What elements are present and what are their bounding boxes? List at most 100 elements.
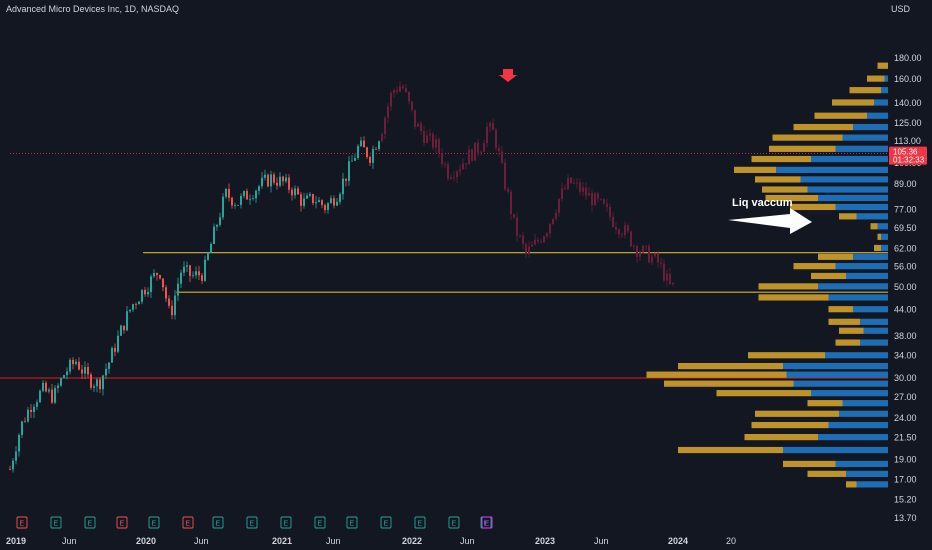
volume-bar-up-21 (818, 283, 888, 290)
price-tag-countdown: 01:32:33 (893, 156, 925, 165)
candle-body (78, 361, 80, 370)
candle-body (207, 252, 209, 260)
candle-body (42, 382, 44, 391)
candle-body (96, 379, 98, 387)
y-tick-label: 140.00 (894, 98, 922, 108)
volume-bar-up-3 (874, 99, 888, 106)
volume-profile (646, 62, 888, 488)
candle-body (138, 301, 140, 305)
candle-body (573, 182, 575, 184)
candle-body (333, 198, 335, 206)
candle-body (195, 271, 197, 276)
volume-bar-up-20 (846, 272, 888, 280)
candle-body (174, 295, 176, 316)
candle-body (51, 389, 53, 403)
candle-body (555, 212, 557, 219)
earnings-event-label: E (54, 521, 59, 528)
volume-bar-up-15 (877, 223, 888, 230)
earnings-event-label: E (120, 521, 125, 528)
volume-bar-up-11 (807, 186, 888, 193)
volume-bar-up-17 (881, 244, 888, 252)
candle-body (369, 157, 371, 163)
candle-body (666, 273, 668, 281)
candle-body (141, 289, 143, 302)
volume-bar-down-33 (755, 410, 839, 417)
candle-body (81, 369, 83, 374)
x-tick-label: Jun (594, 536, 609, 546)
earnings-event-icon (16, 516, 28, 529)
volume-bar-down-25 (839, 327, 864, 334)
volume-bar-down-38 (807, 470, 846, 477)
candle-body (321, 200, 323, 206)
candle-body (129, 309, 131, 312)
candle-body (414, 109, 416, 127)
volume-bar-up-5 (853, 123, 888, 131)
earnings-event-icon (182, 516, 194, 529)
candle-body (231, 197, 233, 206)
y-tick-label: 89.00 (894, 179, 917, 189)
earnings-event-label: E (152, 521, 157, 528)
candle-body (597, 193, 599, 199)
candle-body (477, 142, 479, 153)
candle-body (183, 266, 185, 273)
candle-body (93, 386, 95, 388)
volume-bar-down-11 (762, 186, 808, 193)
candle-body (330, 198, 332, 204)
price-tag-value: 105.36 (893, 148, 918, 157)
y-tick-label: 27.00 (894, 392, 917, 402)
y-tick-label: 34.00 (894, 351, 917, 361)
down-arrow-icon (499, 69, 517, 82)
candle-body (495, 129, 497, 148)
candle-body (516, 217, 518, 236)
candle-body (471, 149, 473, 161)
candle-body (375, 148, 377, 150)
candle-body (402, 86, 404, 89)
candle-body (264, 174, 266, 178)
x-tick-label: 20 (726, 536, 736, 546)
x-tick-label: 2021 (272, 536, 292, 546)
volume-bar-down-31 (716, 390, 811, 397)
volume-bar-up-34 (828, 421, 888, 429)
candle-body (36, 402, 38, 407)
volume-bar-up-7 (835, 145, 888, 152)
candle-body (165, 287, 167, 299)
volume-bar-down-15 (870, 223, 878, 230)
volume-bar-down-27 (748, 352, 825, 359)
volume-bar-down-6 (772, 134, 843, 141)
candle-body (39, 390, 41, 403)
candle-body (27, 409, 29, 422)
candle-body (453, 177, 455, 178)
candle-body (237, 204, 239, 206)
candle-body (18, 435, 20, 452)
candle-body (87, 367, 89, 375)
candle-body (102, 375, 104, 390)
volume-bar-up-16 (881, 233, 888, 240)
candle-body (441, 153, 443, 164)
volume-bar-up-29 (786, 371, 888, 378)
volume-bar-down-13 (790, 203, 836, 211)
volume-bar-up-35 (818, 434, 888, 441)
candle-body (177, 283, 179, 296)
candle-body (549, 223, 551, 234)
earnings-event-icon (380, 516, 392, 529)
candle-body (633, 246, 635, 247)
volume-bar-up-30 (793, 380, 888, 387)
candle-body (243, 191, 245, 196)
liq-vaccum-label: Liq vaccum (732, 197, 793, 209)
candle-body (483, 143, 485, 152)
candle-body (606, 203, 608, 207)
candle-body (180, 272, 182, 284)
candle-body (324, 205, 326, 211)
candle-body (651, 256, 653, 263)
candle-body (312, 194, 314, 204)
volume-bar-down-21 (758, 283, 818, 290)
x-tick-label: 2023 (535, 536, 555, 546)
y-tick-label: 38.00 (894, 331, 917, 341)
volume-bar-down-2 (849, 87, 881, 94)
x-tick-label: Jun (460, 536, 475, 546)
candle-body (489, 122, 491, 127)
x-tick-label: Jun (62, 536, 77, 546)
earnings-event-label: E (350, 521, 355, 528)
